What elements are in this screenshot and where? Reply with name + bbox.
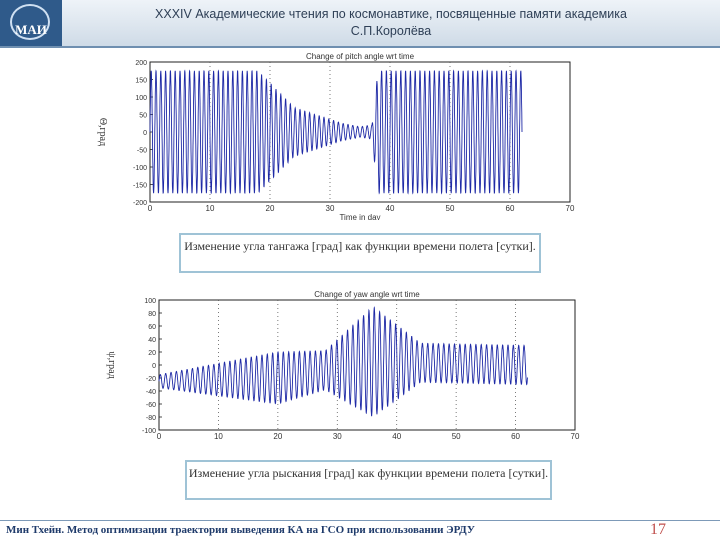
y-tick-label: -50 (137, 148, 147, 155)
x-tick-label: 30 (333, 432, 342, 440)
slide-footer: Мин Тхейн. Метод оптимизации траектории … (0, 520, 720, 541)
x-tick-label: 70 (571, 432, 580, 440)
y-axis-label: Θ,град (97, 118, 108, 146)
pitch-caption: Изменение угла тангажа [град] как функци… (179, 233, 541, 273)
x-tick-label: 40 (392, 432, 401, 440)
logo-ring-icon (10, 4, 50, 40)
chart-title: Change of pitch angle wrt time (306, 52, 415, 61)
y-tick-label: -60 (146, 402, 156, 409)
x-tick-label: 10 (206, 204, 215, 213)
series-line (149, 69, 523, 195)
y-tick-label: -20 (146, 376, 156, 383)
yaw-caption: Изменение угла рыскания [град] как функц… (185, 460, 552, 500)
slide-header: МАИ XXXIV Академические чтения по космон… (0, 0, 720, 48)
y-tick-label: 80 (148, 311, 156, 318)
x-axis-label: Time in day (339, 213, 380, 220)
series-line (158, 306, 528, 417)
y-tick-label: 20 (148, 350, 156, 357)
yaw-angle-chart: Change of yaw angle wrt time 0 10 20 30 40 50 6… (106, 290, 580, 441)
x-tick-label: 50 (446, 204, 455, 213)
title-line-2: С.П.Королёва (350, 24, 432, 38)
y-tick-label: 0 (152, 363, 156, 370)
x-tick-label: 60 (511, 432, 520, 440)
y-tick-label: -40 (146, 389, 156, 396)
x-tick-label: 20 (266, 204, 275, 213)
logo-text: МАИ (15, 22, 47, 37)
y-tick-label: 100 (135, 95, 147, 102)
y-tick-label: 0 (143, 130, 147, 137)
y-tick-label: -200 (133, 200, 147, 207)
y-tick-label: 150 (135, 78, 147, 85)
x-tick-label: 30 (326, 204, 335, 213)
y-axis-label: ψ,град (106, 351, 117, 378)
x-tick-label: 50 (452, 432, 461, 440)
x-tick-label: 0 (157, 432, 162, 440)
yaw-angle-plot: Change of yaw angle wrt time 0 10 20 30 40 50 6… (87, 290, 627, 441)
institute-logo: МАИ (0, 0, 62, 46)
chart-title: Change of yaw angle wrt time (314, 290, 420, 299)
x-tick-label: 0 (148, 204, 153, 213)
y-tick-label: 40 (148, 337, 156, 344)
y-tick-label: -150 (133, 183, 147, 190)
x-tick-label: 10 (214, 432, 223, 440)
x-tick-label: 60 (506, 204, 515, 213)
y-tick-label: 200 (135, 60, 147, 67)
x-tick-label: 20 (273, 432, 282, 440)
slide-title: XXXIV Академические чтения по космонавти… (66, 6, 716, 40)
pitch-angle-chart: Change of pitch angle wrt time 0 10 20 30 40 5… (97, 52, 575, 222)
x-tick-label: 40 (386, 204, 395, 213)
x-tick-label: 70 (566, 204, 575, 213)
y-tick-label: 60 (148, 324, 156, 331)
y-tick-label: -80 (146, 415, 156, 422)
y-tick-label: -100 (133, 165, 147, 172)
y-tick-label: -100 (142, 428, 156, 435)
page-number: 17 (650, 521, 666, 538)
pitch-angle-plot: Change of pitch angle wrt time 0 10 20 30 40 5… (80, 50, 622, 222)
title-line-1: XXXIV Академические чтения по космонавти… (155, 7, 627, 21)
footer-author-title: Мин Тхейн. Метод оптимизации траектории … (6, 524, 475, 536)
y-tick-label: 50 (139, 113, 147, 120)
y-tick-label: 100 (144, 298, 156, 305)
